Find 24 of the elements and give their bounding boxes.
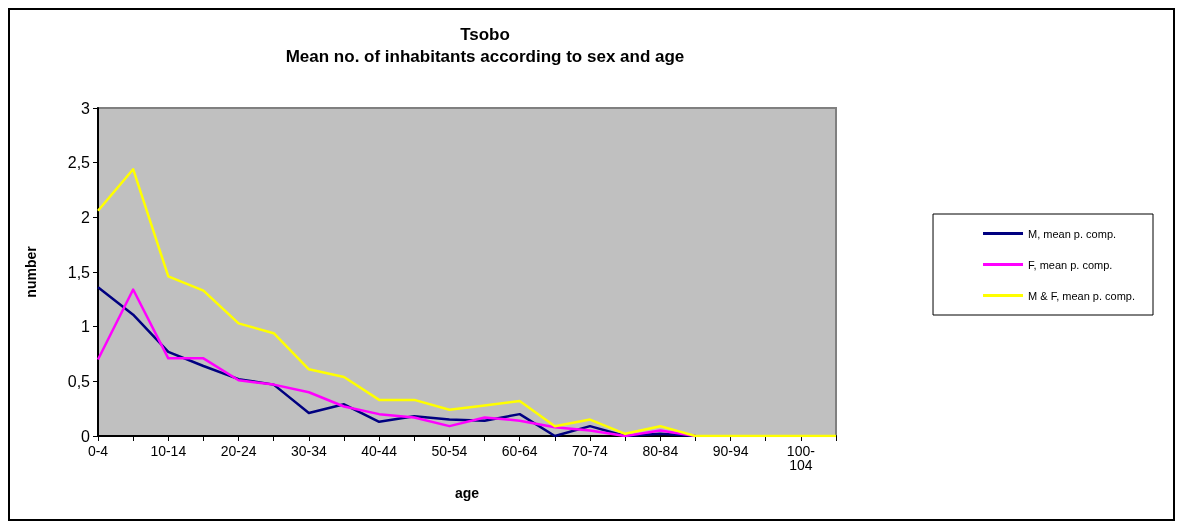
y-tick-label: 0,5 [67, 372, 91, 390]
x-tick-label: 70-74 [572, 443, 609, 459]
legend-label: F, mean p. comp. [1028, 258, 1113, 271]
chart-title: Tsobo Mean no. of inhabitants according to sex and age [285, 24, 685, 66]
x-tick-label: 90-94 [712, 443, 749, 459]
x-tick-label: 0-4 [87, 443, 109, 459]
x-tick-label: 60-64 [501, 443, 538, 459]
legend-label: M, mean p. comp. [1028, 227, 1117, 240]
y-axis-title: number [23, 245, 39, 298]
y-tick-label: 2 [81, 208, 91, 226]
x-tick-label: 30-34 [290, 443, 327, 459]
x-tick-label: 10-14 [150, 443, 187, 459]
x-tick-label: 100-104 [786, 443, 816, 473]
x-tick-label: 80-84 [642, 443, 679, 459]
x-axis-title: age [454, 485, 480, 501]
y-tick-label: 3 [81, 99, 91, 117]
x-tick-label: 50-54 [431, 443, 468, 459]
x-tick-label: 40-44 [361, 443, 398, 459]
y-tick-label: 0 [81, 427, 91, 445]
y-tick-label: 1 [81, 318, 91, 336]
y-tick-label: 1,5 [67, 263, 91, 281]
x-tick-label: 20-24 [220, 443, 257, 459]
legend-label: M & F, mean p. comp. [1028, 289, 1135, 302]
y-tick-label: 2,5 [67, 154, 91, 172]
